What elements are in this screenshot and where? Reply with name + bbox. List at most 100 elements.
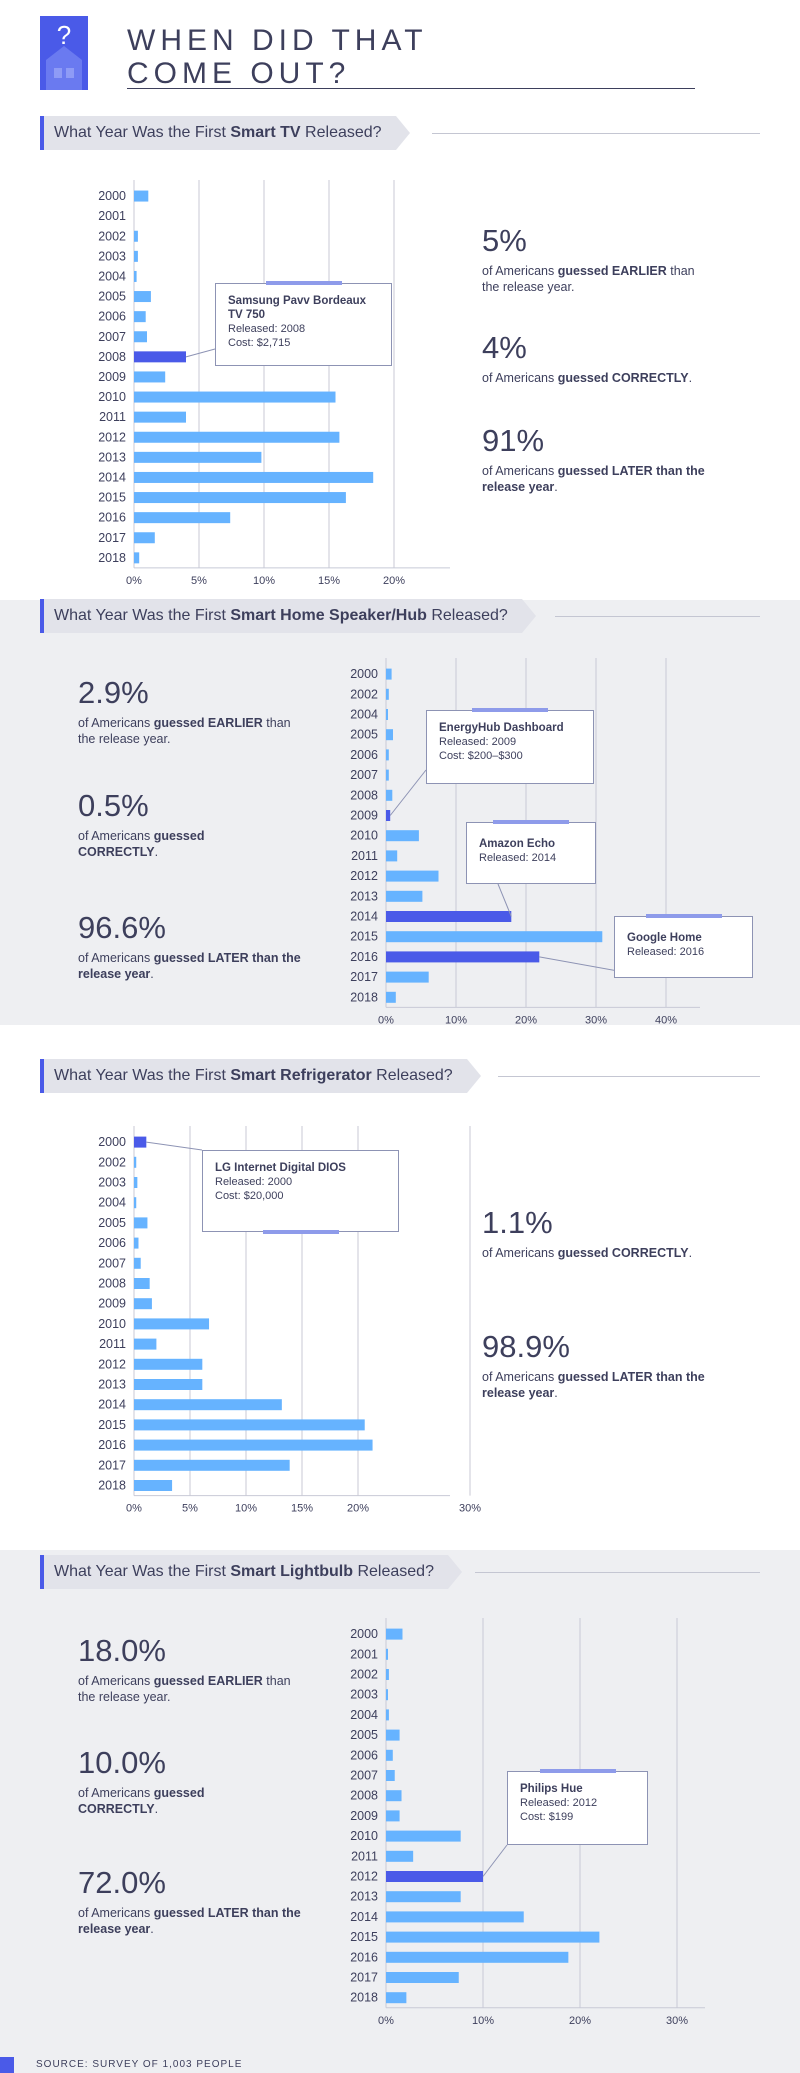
bar xyxy=(134,1379,203,1390)
callout-product-name: Philips Hue xyxy=(520,1783,583,1795)
y-tick-label: 2006 xyxy=(98,1236,126,1250)
section-background-fridge xyxy=(0,1025,800,1550)
y-tick-label: 2015 xyxy=(350,1930,378,1944)
page-title: WHEN DID THAT COME OUT? xyxy=(127,24,487,90)
stat-value: 2.9% xyxy=(78,675,149,710)
x-tick-label: 10% xyxy=(445,1014,467,1026)
bar xyxy=(134,1459,290,1471)
bar-chart-lightbulb: 0% 10% 20% 30% 2000 2001 2002 2003 2004 2005 2006 2… xyxy=(350,1618,705,2027)
bar xyxy=(386,789,393,801)
stat-value: 98.9% xyxy=(482,1329,570,1364)
y-tick-label: 2008 xyxy=(98,350,126,364)
bar xyxy=(134,1278,150,1289)
page-title-line-1: WHEN DID THAT xyxy=(127,24,428,57)
bar xyxy=(134,250,138,262)
x-tick-label: 30% xyxy=(666,2015,688,2027)
callout-lg-dios: LG Internet Digital DIOS Released: 2000 … xyxy=(202,1150,399,1234)
y-tick-label: 2009 xyxy=(98,1297,126,1311)
bar xyxy=(134,1358,203,1370)
y-tick-label: 2010 xyxy=(98,390,126,404)
stat-speaker-later: 96.6% of Americans guessed LATER than th… xyxy=(78,910,308,982)
y-tick-label: 2001 xyxy=(350,1647,378,1661)
y-tick-label: 2014 xyxy=(98,470,126,484)
callout-released: Released: 2009 xyxy=(439,736,517,748)
y-tick-label: 2015 xyxy=(98,1418,126,1432)
bar xyxy=(134,1480,173,1491)
stat-value: 0.5% xyxy=(78,788,149,823)
bar xyxy=(386,971,429,983)
y-tick-label: 2006 xyxy=(350,1748,378,1762)
y-tick-label: 2009 xyxy=(98,370,126,384)
footer-accent xyxy=(0,2057,14,2073)
bar xyxy=(386,709,388,720)
bar xyxy=(386,1972,459,1983)
callout-leader-line xyxy=(482,1844,508,1877)
bar xyxy=(386,1790,402,1802)
callout-samsung: Samsung Pavv Bordeaux TV 750 Released: 2… xyxy=(215,281,392,366)
y-tick-label: 2000 xyxy=(350,1627,378,1641)
stat-value: 91% xyxy=(482,423,545,458)
bar xyxy=(134,291,151,303)
x-tick-label: 0% xyxy=(126,575,142,587)
bar xyxy=(386,1891,461,1903)
y-tick-label: 2007 xyxy=(98,330,126,344)
bar xyxy=(386,1689,388,1701)
bar xyxy=(134,391,336,403)
bar xyxy=(134,492,346,504)
bar xyxy=(386,688,389,700)
y-tick-label: 2002 xyxy=(98,1155,126,1169)
bar xyxy=(386,1810,400,1822)
bar xyxy=(134,512,231,524)
bar xyxy=(134,1217,148,1229)
section-title-lightbulb: What Year Was the First Smart Lightbulb … xyxy=(40,1555,462,1589)
y-tick-label: 2014 xyxy=(350,910,378,924)
callout-philips-hue: Philips Hue Released: 2012 Cost: $199 xyxy=(507,1769,648,1845)
bar xyxy=(386,1931,600,1943)
bar-chart-speaker: 0% 10% 20% 30% 40% 2000 2002 2004 2005 2006 2007 20… xyxy=(350,658,700,1026)
bar xyxy=(386,830,419,842)
bar xyxy=(386,1729,400,1741)
x-tick-label: 20% xyxy=(347,1503,369,1515)
bar-highlight xyxy=(386,810,391,821)
y-tick-label: 2015 xyxy=(350,930,378,944)
bar xyxy=(386,991,396,1003)
bar xyxy=(386,749,389,761)
bar xyxy=(134,451,262,463)
bar xyxy=(134,1237,139,1249)
section-rule-tv xyxy=(432,133,760,134)
y-tick-label: 2006 xyxy=(350,748,378,762)
y-tick-label: 2012 xyxy=(350,869,378,883)
x-tick-label: 40% xyxy=(655,1014,677,1026)
callout-released: Released: 2000 xyxy=(215,1176,293,1188)
stat-fridge-later: 98.9% of Americans guessed LATER than th… xyxy=(482,1329,712,1401)
y-tick-label: 2016 xyxy=(350,950,378,964)
stat-lightbulb-earlier: 18.0% of Americans guessed EARLIER than … xyxy=(78,1633,308,1705)
callout-product-name: Google Home xyxy=(627,932,702,944)
y-tick-label: 2016 xyxy=(98,511,126,525)
y-tick-label: 2002 xyxy=(350,687,378,701)
x-tick-label: 5% xyxy=(182,1503,198,1515)
y-tick-label: 2016 xyxy=(98,1438,126,1452)
callout-released: Released: 2008 xyxy=(228,323,306,335)
x-tick-label: 15% xyxy=(318,575,340,587)
stat-lightbulb-later: 72.0% of Americans guessed LATER than th… xyxy=(78,1865,308,1937)
y-tick-label: 2011 xyxy=(351,1849,378,1863)
y-tick-label: 2013 xyxy=(350,889,378,903)
callout-product-name: LG Internet Digital DIOS xyxy=(215,1162,346,1174)
callout-cost: Cost: $20,000 xyxy=(215,1190,284,1202)
stat-value: 4% xyxy=(482,330,527,365)
x-tick-label: 0% xyxy=(378,1014,394,1026)
y-tick-label: 2010 xyxy=(350,829,378,843)
y-tick-label: 2013 xyxy=(98,1378,126,1392)
y-tick-label: 2000 xyxy=(98,1135,126,1149)
bar-chart-tv: 0% 5% 10% 15% 20% 2000 2001 2002 2003 2004 2005 200… xyxy=(98,180,450,587)
y-tick-label: 2007 xyxy=(350,1769,378,1783)
stat-tv-correct: 4% of Americans guessed CORRECTLY. xyxy=(482,330,712,386)
bar xyxy=(386,1850,414,1862)
section-title-fridge: What Year Was the First Smart Refrigerat… xyxy=(40,1059,481,1093)
bar xyxy=(386,850,398,862)
stat-value: 5% xyxy=(482,223,527,258)
section-rule-fridge xyxy=(498,1076,760,1077)
stat-value: 10.0% xyxy=(78,1745,166,1780)
bar xyxy=(134,1298,152,1310)
